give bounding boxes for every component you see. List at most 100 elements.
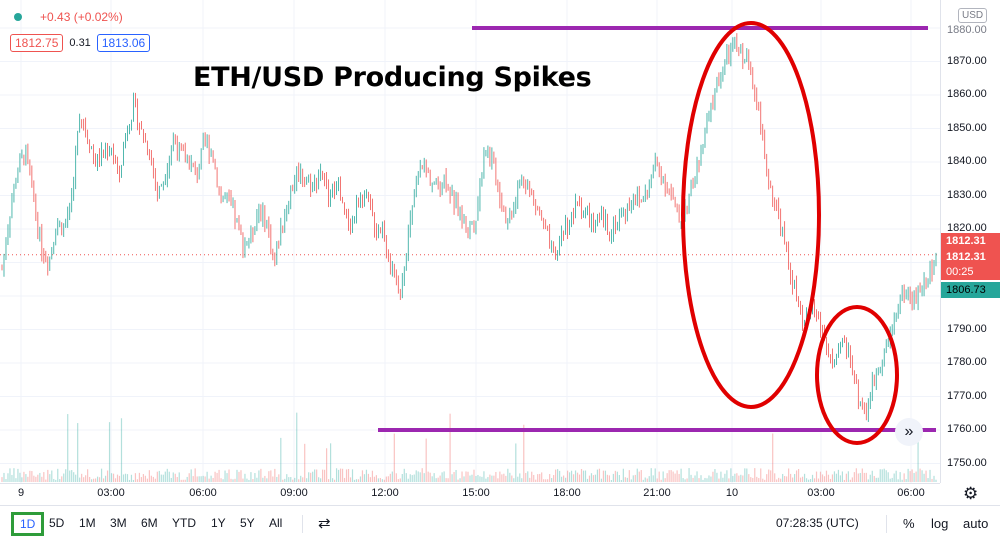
volume-bar [120, 418, 123, 482]
volume-bar [258, 470, 260, 482]
time-label: 06:00 [897, 487, 925, 499]
volume-bar [549, 474, 551, 482]
price-tick-label: 1830.00 [947, 188, 987, 201]
volume-bar [333, 479, 336, 482]
auto-toggle[interactable]: auto [963, 516, 989, 531]
volume-bar [654, 468, 656, 482]
volume-bar [746, 468, 748, 482]
volume-bar [638, 471, 640, 482]
volume-bar [891, 477, 893, 482]
time-axis[interactable]: 9 03:00 06:00 09:00 12:00 15:00 18:00 21… [0, 483, 978, 506]
date-range-icon[interactable]: ⇄ [318, 515, 331, 532]
legend-bidask-row: 1812.75 0.31 1813.06 [10, 34, 151, 52]
volume-bar [260, 468, 262, 482]
volume-bar [628, 470, 630, 482]
chart-area[interactable]: +0.43 (+0.02%) 1812.75 0.31 1813.06 ETH/… [0, 0, 940, 483]
volume-bar [778, 477, 780, 482]
volume-bar [132, 479, 135, 482]
volume-bar [887, 472, 889, 482]
range-5y-button[interactable]: 5Y [240, 516, 255, 530]
price-chart[interactable] [0, 0, 940, 483]
volume-bar [190, 469, 192, 482]
volume-bar [375, 475, 377, 482]
volume-bar [214, 471, 216, 482]
range-3m-button[interactable]: 3M [110, 516, 127, 530]
price-tick-label: 1750.00 [947, 456, 987, 469]
volume-bar [768, 469, 770, 482]
clock[interactable]: 07:28:35 (UTC) [776, 516, 859, 530]
volume-bar [339, 468, 342, 482]
range-all-button[interactable]: All [269, 516, 283, 530]
range-5d-button[interactable]: 5D [49, 516, 65, 530]
volume-bar [829, 478, 832, 482]
volume-bar [413, 474, 415, 482]
volume-bar [298, 479, 300, 482]
volume-bar [443, 471, 445, 482]
volume-bar [533, 474, 535, 482]
volume-bar [668, 470, 670, 482]
range-1y-button[interactable]: 1Y [211, 516, 226, 530]
volume-bar [879, 469, 881, 482]
volume-bar [292, 479, 294, 482]
log-toggle[interactable]: log [931, 516, 949, 531]
volume-bar [547, 479, 549, 482]
volume-bar [226, 473, 228, 482]
volume-bar [433, 473, 435, 482]
volume-bar [162, 474, 164, 482]
volume-bar [620, 479, 622, 482]
volume-bar [45, 479, 47, 482]
percent-toggle[interactable]: % [903, 516, 915, 531]
volume-bar [851, 477, 853, 482]
volume-bar [481, 476, 483, 482]
volume-bar [152, 476, 154, 482]
price-tick-label: 1860.00 [947, 88, 987, 100]
ask-box[interactable]: 1813.06 [96, 34, 151, 52]
volume-bar [762, 478, 764, 482]
volume-bar [674, 473, 676, 482]
volume-bar [106, 470, 109, 482]
volume-bar [764, 479, 766, 482]
volume-bar [202, 475, 204, 482]
volume-bar [130, 474, 133, 482]
volume-bar [831, 474, 834, 482]
currency-label: USD [958, 8, 988, 23]
volume-bar [734, 473, 736, 482]
volume-bar [666, 473, 668, 482]
volume-bar [365, 469, 368, 482]
range-ytd-button[interactable]: YTD [172, 516, 196, 530]
volume-bar [461, 471, 463, 482]
volume-bar [318, 477, 320, 482]
volume-bar [923, 473, 925, 482]
volume-bar [700, 475, 702, 482]
volume-bar [304, 443, 306, 482]
volume-bar [584, 470, 587, 482]
volume-bar [732, 475, 734, 482]
volume-bar [562, 475, 565, 482]
volume-bar [345, 469, 348, 482]
price-axis[interactable]: USD 1870.00 1860.00 1850.00 1840.00 1830.00 1… [940, 0, 1000, 483]
bid-box[interactable]: 1812.75 [10, 34, 64, 52]
volume-bar [367, 473, 370, 482]
volume-bar [933, 475, 935, 482]
volume-bar [210, 475, 212, 482]
time-label: 21:00 [643, 487, 671, 499]
volume-bar [805, 478, 808, 482]
range-6m-button[interactable]: 6M [141, 516, 158, 530]
volume-bar [817, 478, 820, 482]
scroll-to-realtime-button[interactable]: » [895, 418, 923, 446]
volume-bar [206, 471, 208, 482]
volume-bar [178, 472, 180, 482]
range-1m-button[interactable]: 1M [79, 516, 96, 530]
volume-bar [706, 478, 708, 482]
volume-bar [439, 475, 441, 482]
volume-bar [184, 479, 186, 482]
settings-gear-icon[interactable]: ⚙ [963, 484, 979, 503]
volume-bar [630, 479, 632, 482]
volume-bar [369, 477, 372, 482]
volume-bar [71, 470, 73, 482]
volume-bar [837, 469, 840, 482]
volume-bar [306, 478, 308, 482]
volume-bar [55, 479, 57, 482]
volume-bar [598, 468, 601, 482]
range-1d-button[interactable]: 1D [11, 512, 45, 536]
